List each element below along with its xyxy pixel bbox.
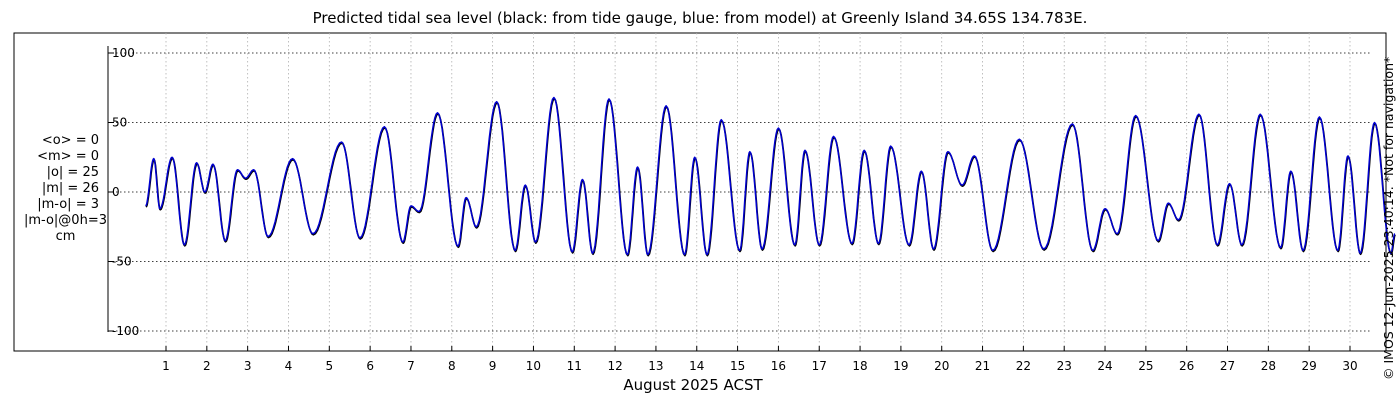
x-tick-label: 29 (1302, 359, 1317, 373)
stat-mean-model: <m> = 0 (37, 149, 99, 164)
x-tick-label: 23 (1057, 359, 1072, 373)
x-tick-label: 12 (607, 359, 622, 373)
x-tick-label: 4 (285, 359, 293, 373)
x-tick-label: 9 (489, 359, 497, 373)
copyright-notice: © IMOS 12-Jun-2025 23:40:14. *Not for na… (1381, 56, 1396, 380)
stats-panel: <o> = 0 <m> = 0 |o| = 25 |m| = 26 |m-o| … (18, 133, 113, 245)
series-line-2 (145, 96, 1396, 256)
x-tick-label: 2 (203, 359, 211, 373)
axes-frame (13, 32, 1387, 352)
x-tick-label: 22 (1016, 359, 1031, 373)
x-tick-label: 18 (852, 359, 867, 373)
chart-title: Predicted tidal sea level (black: from t… (312, 9, 1088, 27)
x-axis-label: August 2025 ACST (623, 376, 763, 394)
x-tick-label: 28 (1261, 359, 1276, 373)
x-tick-label: 19 (893, 359, 908, 373)
x-tick-label: 21 (975, 359, 990, 373)
x-tick-label: 6 (366, 359, 374, 373)
x-tick-label: 11 (567, 359, 582, 373)
series-layer (145, 96, 1396, 257)
x-tick-label: 25 (1138, 359, 1153, 373)
y-axis-ticks: 100 50 0 -50 -100 (108, 46, 139, 338)
x-tick-label: 20 (934, 359, 949, 373)
x-tick-label: 7 (407, 359, 415, 373)
stat-unit: cm (55, 229, 76, 244)
x-tick-label: 26 (1179, 359, 1194, 373)
stat-abs-diff: |m-o| = 3 (37, 197, 99, 212)
y-tick-label: 50 (112, 116, 127, 130)
y-tick-label: 0 (112, 185, 120, 199)
x-tick-label: 5 (325, 359, 333, 373)
y-tick-label: -100 (112, 324, 139, 338)
stat-abs-diff-0h: |m-o|@0h=3 (24, 213, 107, 228)
x-tick-label: 27 (1220, 359, 1235, 373)
x-tick-label: 15 (730, 359, 745, 373)
x-tick-label: 1 (162, 359, 170, 373)
x-tick-label: 13 (648, 359, 663, 373)
stat-abs-obs: |o| = 25 (46, 165, 99, 180)
x-tick-label: 30 (1342, 359, 1357, 373)
x-tick-label: 17 (812, 359, 827, 373)
x-tick-label: 14 (689, 359, 704, 373)
x-tick-label: 24 (1097, 359, 1112, 373)
x-axis-ticks: 1 2 3 4 5 6 7 8 9 10 11 12 13 14 15 16 17 18 19 20 21 22 23 24 2… (162, 346, 1358, 373)
y-tick-label: 100 (112, 46, 135, 60)
stat-mean-obs: <o> = 0 (41, 133, 99, 148)
x-tick-label: 16 (771, 359, 786, 373)
x-tick-label: 3 (244, 359, 252, 373)
x-tick-label: 10 (526, 359, 541, 373)
stat-abs-model: |m| = 26 (41, 181, 99, 196)
y-tick-label: -50 (112, 255, 132, 269)
grid-lines (108, 33, 1372, 351)
x-tick-label: 8 (448, 359, 456, 373)
